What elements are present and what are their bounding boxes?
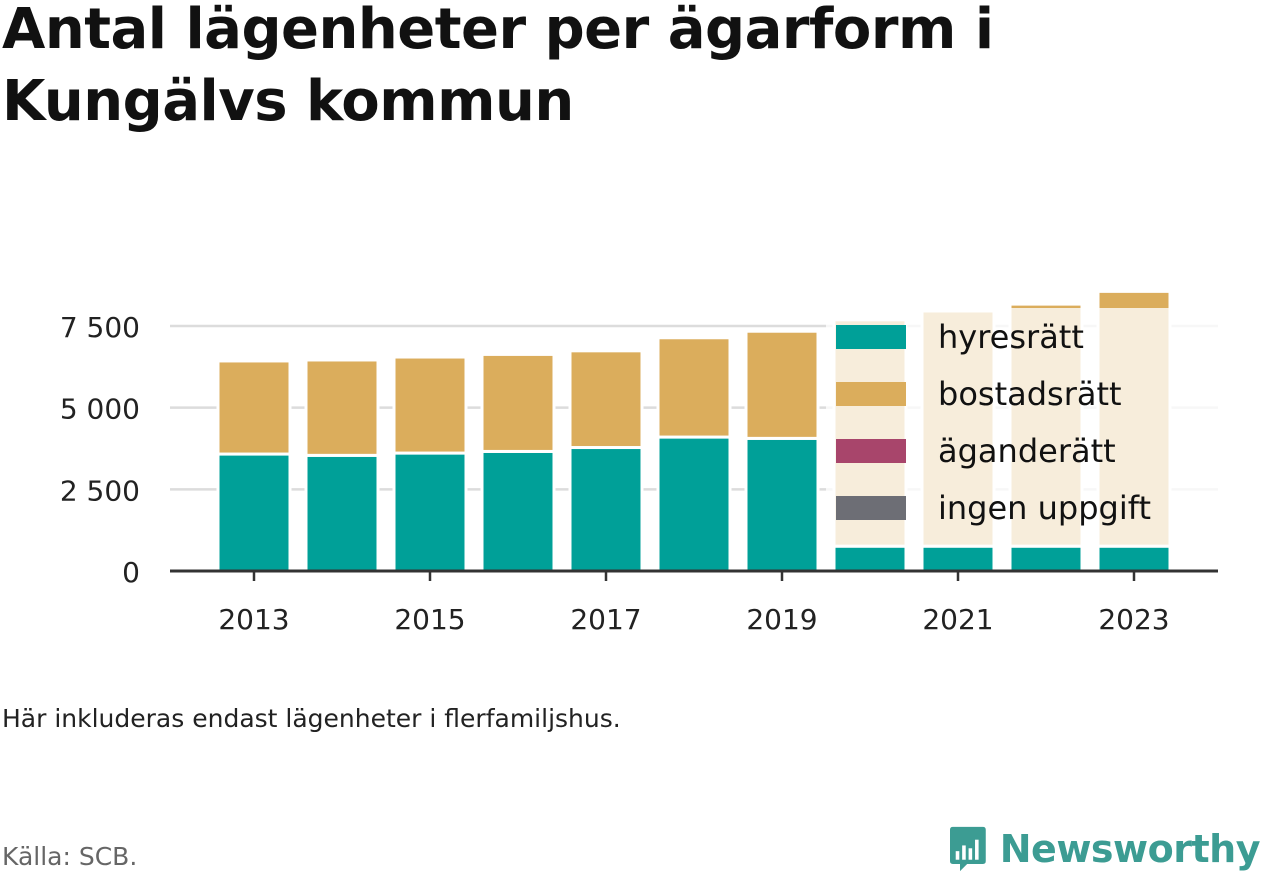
legend: hyresrätt bostadsrätt äganderätt ingen uppg… xyxy=(826,308,1218,545)
newsworthy-logo-icon xyxy=(950,826,986,872)
bar-segment xyxy=(568,446,644,573)
legend-swatch xyxy=(836,382,906,406)
bar-segment xyxy=(392,451,468,573)
legend-label: bostadsrätt xyxy=(938,375,1122,413)
newsworthy-logo-text: Newsworthy xyxy=(999,827,1261,871)
x-tick-label: 2019 xyxy=(746,603,817,636)
bar-segment xyxy=(568,349,644,450)
bar-segment xyxy=(920,544,996,573)
legend-label: hyresrätt xyxy=(938,318,1084,356)
bar-segment xyxy=(1008,544,1084,573)
newsworthy-logo: Newsworthy xyxy=(950,818,1261,880)
bar-segment xyxy=(832,544,908,573)
axes: 0 2 500 5 000 7 500 2013 2015 2017 2019 2021 2023 xyxy=(60,311,1218,636)
bar-segment xyxy=(656,435,732,573)
y-tick-label: 5 000 xyxy=(60,393,140,426)
bar-segment xyxy=(216,452,292,573)
bar-segment xyxy=(480,352,556,453)
x-tick-label: 2023 xyxy=(1098,603,1169,636)
x-tick-label: 2017 xyxy=(570,603,641,636)
chart-note: Här inkluderas endast lägenheter i flerf… xyxy=(2,704,621,733)
bar-segment xyxy=(216,359,292,456)
bar-segment xyxy=(1096,544,1172,573)
y-tick-label: 2 500 xyxy=(60,474,140,507)
bar-segment xyxy=(744,436,820,573)
y-tick-label: 0 xyxy=(122,556,140,589)
legend-swatch xyxy=(836,439,906,463)
bar-segment xyxy=(656,336,732,439)
source-text: Källa: SCB. xyxy=(2,842,138,871)
bar-segment xyxy=(304,358,380,457)
bar-segment xyxy=(480,449,556,573)
bar-segment xyxy=(304,453,380,573)
bar-segment xyxy=(744,329,820,440)
x-tick-label: 2013 xyxy=(218,603,289,636)
legend-label: äganderätt xyxy=(938,432,1116,470)
legend-swatch xyxy=(836,496,906,520)
legend-swatch xyxy=(836,325,906,349)
bar-segment xyxy=(392,355,468,455)
x-tick-label: 2021 xyxy=(922,603,993,636)
x-tick-label: 2015 xyxy=(394,603,465,636)
legend-label: ingen uppgift xyxy=(938,489,1151,527)
chart-title: Antal lägenheter per ägarform i Kungälvs… xyxy=(2,0,994,134)
y-tick-label: 7 500 xyxy=(60,311,140,344)
